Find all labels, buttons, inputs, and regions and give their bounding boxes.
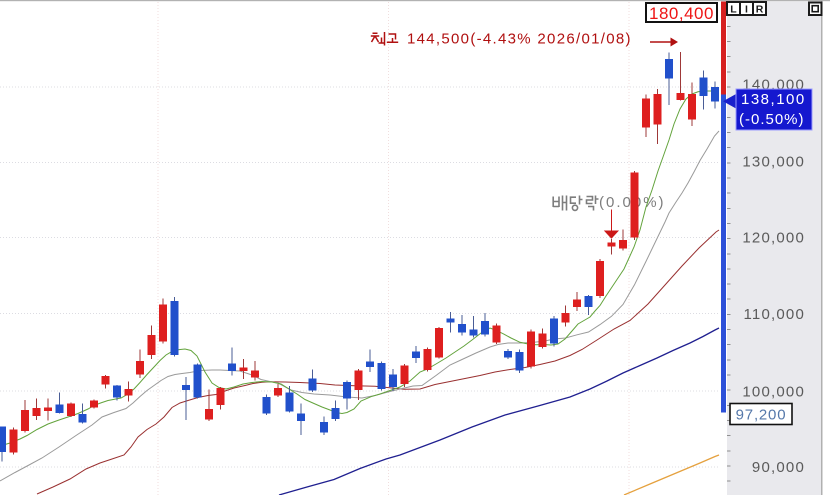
svg-text:120,000: 120,000 [742,230,805,247]
svg-text:97,200: 97,200 [736,407,787,424]
svg-text:144,500(-4.43% 2026/01/08): 144,500(-4.43% 2026/01/08) [407,31,632,48]
svg-text:138,100: 138,100 [741,91,806,108]
svg-text:100,000: 100,000 [742,384,805,401]
svg-text:130,000: 130,000 [742,154,805,171]
svg-text:L: L [730,4,737,16]
svg-text:90,000: 90,000 [752,459,805,476]
svg-text:I: I [745,4,748,16]
svg-text:(-0.50%): (-0.50%) [739,111,805,128]
svg-text:R: R [756,4,764,16]
svg-text:180,400: 180,400 [649,4,714,23]
svg-text:110,000: 110,000 [743,306,805,323]
